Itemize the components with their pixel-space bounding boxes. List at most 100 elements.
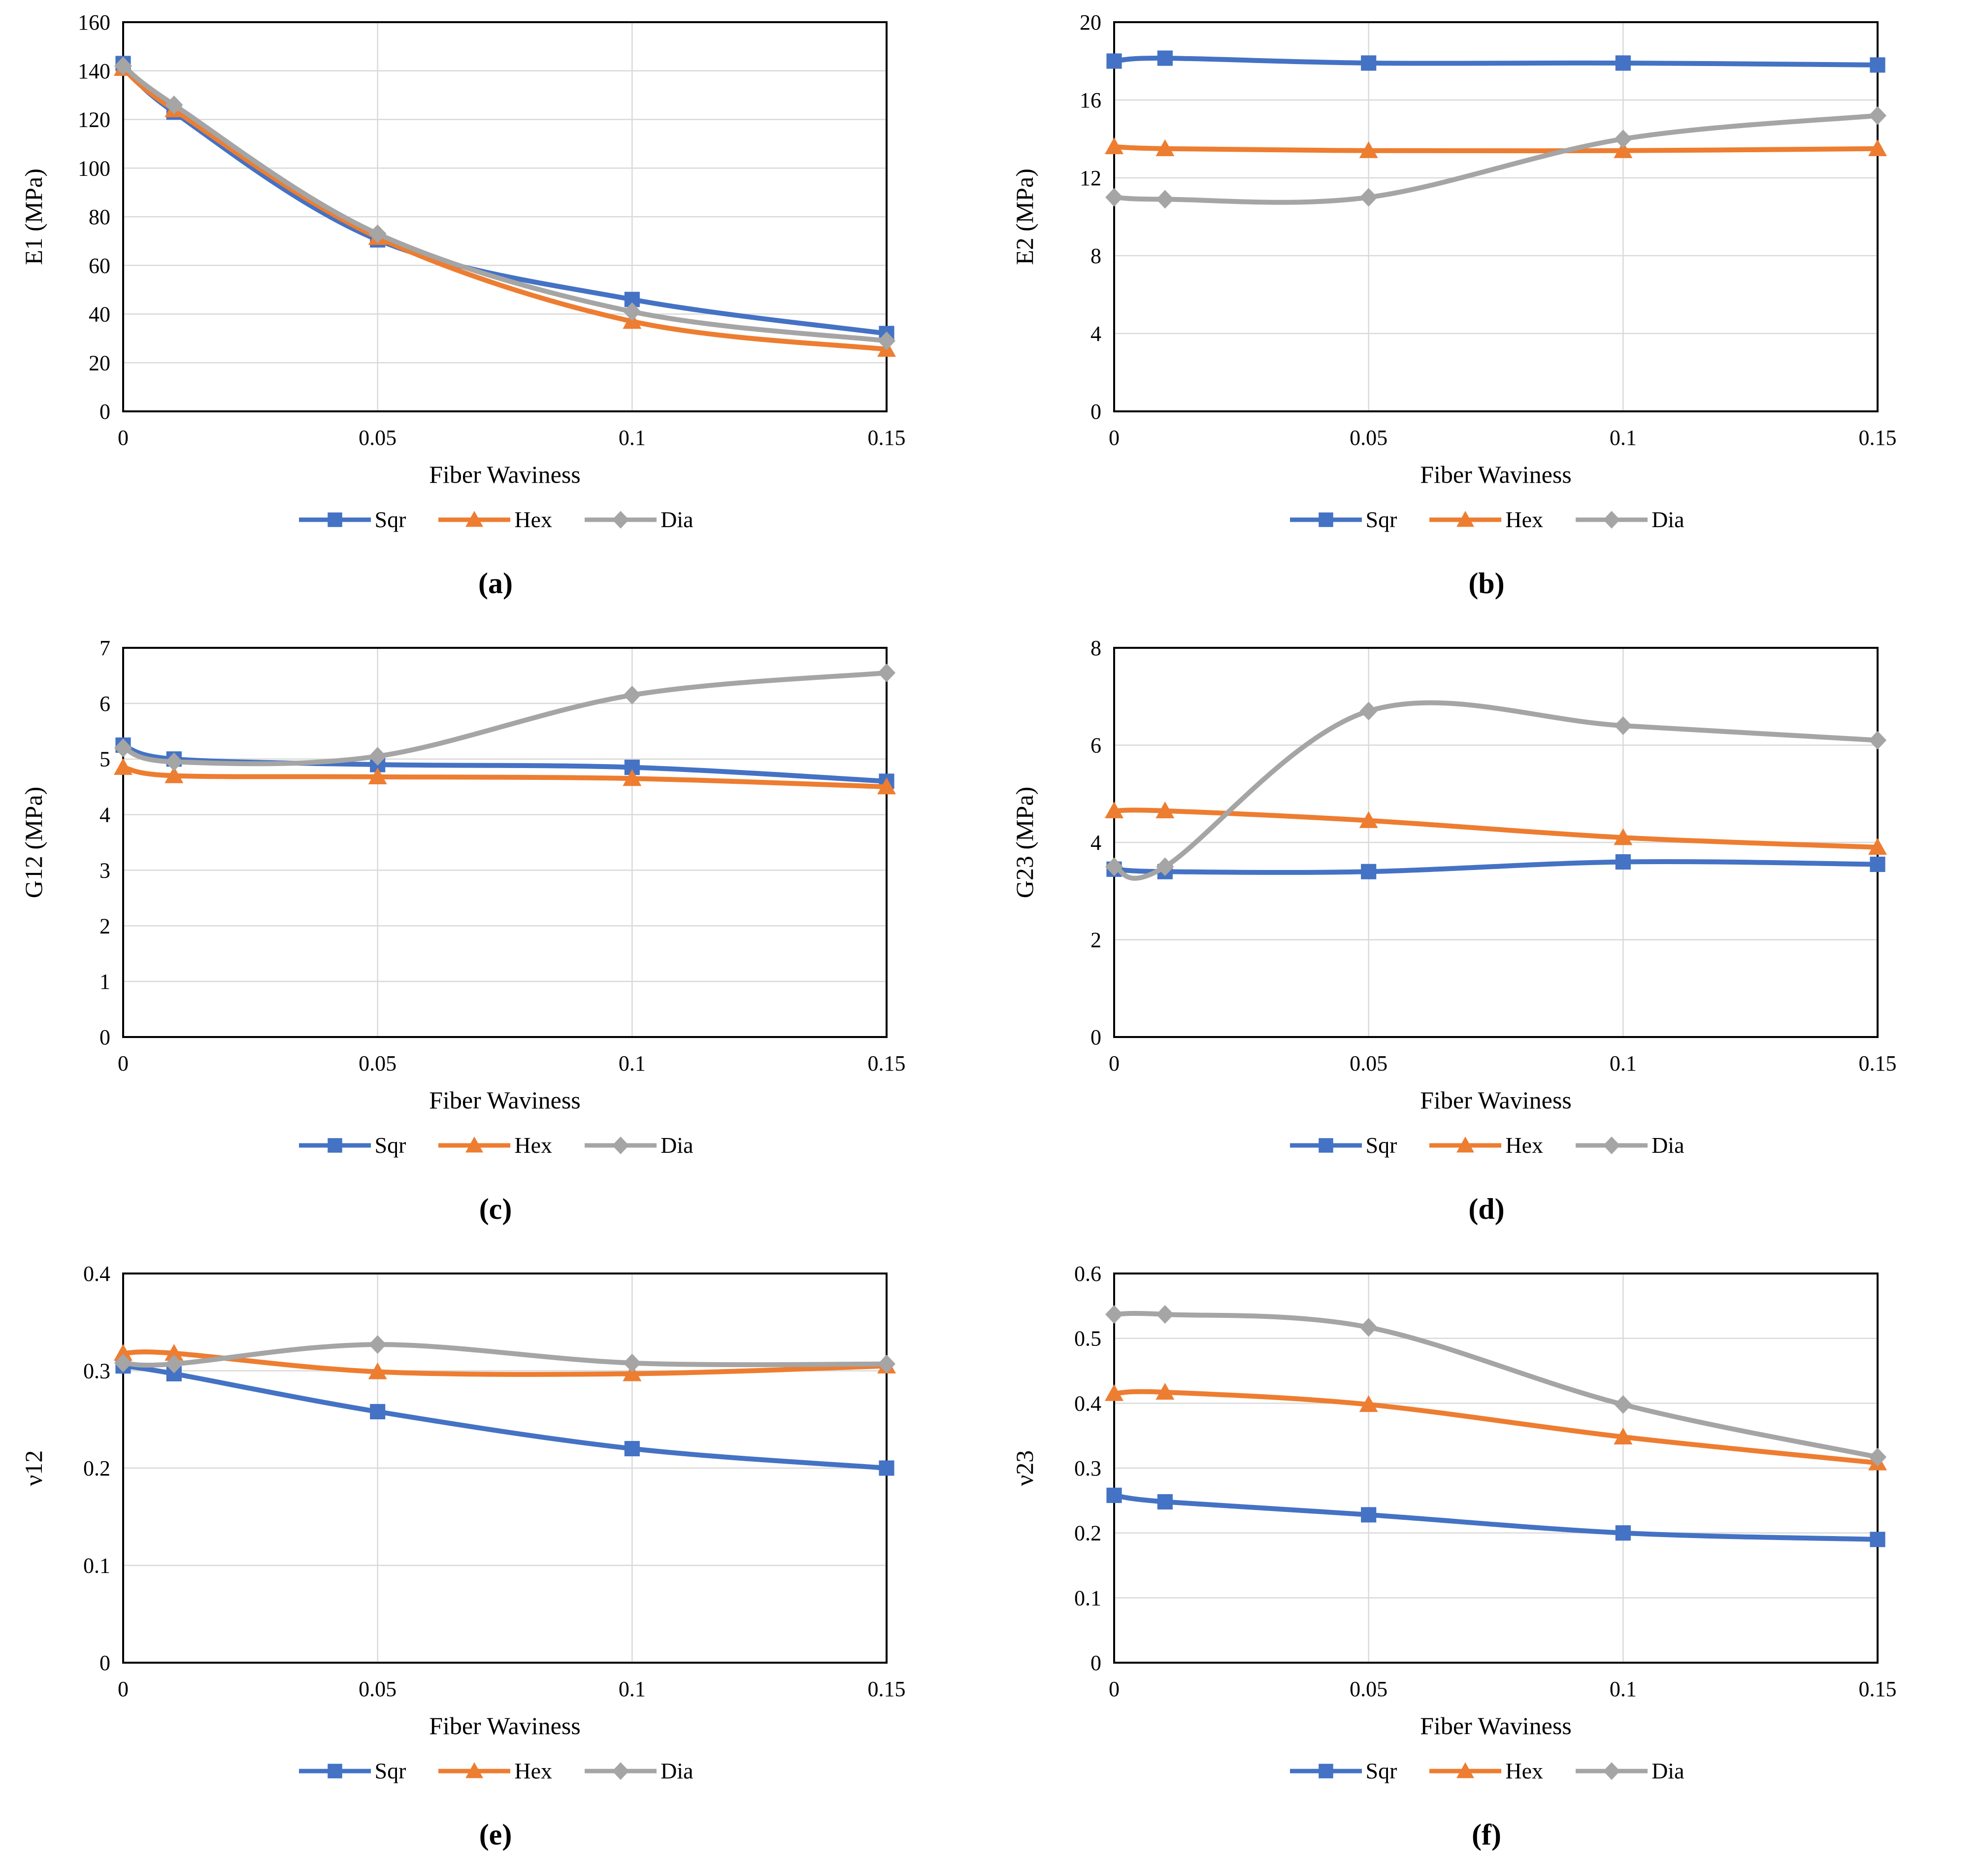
legend-label: Hex bbox=[1505, 507, 1544, 532]
legend-c: Sqr Hex Dia bbox=[0, 1132, 991, 1158]
marker-square bbox=[1361, 864, 1377, 879]
y-tick-label: 80 bbox=[89, 205, 110, 229]
y-tick-label: 0.4 bbox=[1074, 1391, 1101, 1415]
marker-square bbox=[327, 1763, 342, 1778]
y-tick-label: 20 bbox=[89, 351, 110, 375]
marker-square bbox=[1318, 1763, 1333, 1778]
marker-diamond bbox=[165, 1354, 183, 1374]
y-tick-label: 16 bbox=[1080, 88, 1101, 112]
y-tick-label: 4 bbox=[1090, 322, 1101, 346]
marker-diamond bbox=[612, 510, 629, 529]
y-tick-label: 0 bbox=[99, 1025, 110, 1049]
legend-marker-diamond-icon bbox=[585, 1762, 657, 1780]
legend-marker-diamond-icon bbox=[1576, 1136, 1648, 1154]
legend-item-sqr: Sqr bbox=[298, 1758, 406, 1784]
marker-triangle bbox=[465, 1762, 484, 1778]
legend-marker-square-icon bbox=[298, 1763, 371, 1778]
y-tick-label: 7 bbox=[99, 636, 110, 660]
chart-area-b: 0 4 8 12 16 20 0 0.05 0.1 0.15 Fiber Waviness E2 (M… bbox=[991, 0, 1982, 493]
marker-square bbox=[1318, 1138, 1333, 1153]
x-tick-label: 0 bbox=[118, 1677, 129, 1701]
legend-item-hex: Hex bbox=[1428, 1758, 1543, 1784]
series-line-sqr bbox=[121, 1363, 889, 1471]
marker-diamond bbox=[1359, 702, 1378, 721]
legend-marker-diamond-icon bbox=[585, 1136, 657, 1154]
panel-b: 0 4 8 12 16 20 0 0.05 0.1 0.15 Fiber Waviness E2 (M… bbox=[991, 0, 1982, 626]
marker-diamond bbox=[877, 331, 896, 350]
series-line-dia bbox=[1112, 700, 1880, 881]
x-tick-label: 0.15 bbox=[868, 426, 906, 450]
marker-triangle bbox=[1156, 139, 1175, 156]
y-tick-label: 6 bbox=[1090, 734, 1101, 758]
y-axis-title: ν23 bbox=[1011, 1450, 1038, 1486]
x-tick-label: 0.1 bbox=[1610, 1051, 1637, 1075]
x-tick-label: 0.05 bbox=[359, 1051, 396, 1075]
legend-label: Sqr bbox=[374, 1758, 406, 1783]
panel-a: 0 20 40 60 80 100 120 140 160 0 0.05 0.1 0.15 Fiber W… bbox=[0, 0, 991, 626]
legend-marker-diamond-icon bbox=[585, 510, 657, 529]
y-tick-label: 4 bbox=[99, 803, 110, 827]
y-tick-label: 0.2 bbox=[1074, 1521, 1101, 1545]
marker-triangle bbox=[1105, 801, 1123, 819]
marker-triangle bbox=[1359, 1395, 1378, 1412]
series-line-hex bbox=[1112, 144, 1880, 154]
series-line-dia bbox=[1112, 113, 1880, 205]
marker-diamond bbox=[623, 1353, 641, 1373]
legend-item-hex: Hex bbox=[1428, 1132, 1543, 1158]
legend-marker-triangle-icon bbox=[1429, 510, 1502, 527]
marker-square bbox=[1870, 1532, 1885, 1547]
marker-diamond bbox=[1603, 1136, 1620, 1154]
marker-square bbox=[1106, 1487, 1122, 1503]
legend-item-hex: Hex bbox=[1428, 506, 1543, 533]
marker-triangle bbox=[465, 1136, 484, 1152]
y-tick-label: 0 bbox=[99, 400, 110, 424]
chart-b: 0 4 8 12 16 20 0 0.05 0.1 0.15 Fiber Waviness E2 (M… bbox=[1011, 10, 1897, 488]
y-tick-label: 0.3 bbox=[83, 1359, 110, 1383]
marker-triangle bbox=[1456, 1136, 1475, 1152]
marker-diamond bbox=[114, 56, 132, 75]
marker-square bbox=[1106, 53, 1122, 69]
plot-border bbox=[1113, 21, 1879, 412]
y-tick-label: 6 bbox=[99, 692, 110, 716]
caption-c: (c) bbox=[479, 1193, 512, 1225]
x-tick-label: 0.15 bbox=[868, 1677, 906, 1701]
marker-diamond bbox=[1868, 731, 1887, 750]
marker-diamond bbox=[1614, 716, 1632, 735]
x-axis-title: Fiber Waviness bbox=[429, 1086, 581, 1114]
marker-triangle bbox=[1614, 828, 1633, 845]
y-tick-label: 0 bbox=[1090, 1025, 1101, 1049]
chart-area-a: 0 20 40 60 80 100 120 140 160 0 0.05 0.1 0.15 Fiber W… bbox=[0, 0, 991, 493]
marker-square bbox=[1318, 512, 1333, 527]
marker-triangle bbox=[114, 758, 132, 775]
legend-item-sqr: Sqr bbox=[1289, 1132, 1397, 1158]
legend-label: Sqr bbox=[374, 1133, 406, 1158]
legend-marker-triangle-icon bbox=[438, 1136, 511, 1152]
marker-triangle bbox=[1359, 141, 1378, 158]
marker-diamond bbox=[165, 752, 183, 771]
marker-triangle bbox=[368, 767, 387, 785]
legend-marker-diamond-icon bbox=[1576, 1762, 1648, 1780]
x-axis-title: Fiber Waviness bbox=[1420, 1086, 1572, 1114]
y-tick-label: 0 bbox=[1090, 1651, 1101, 1675]
x-tick-label: 0.05 bbox=[359, 1677, 396, 1701]
legend-label: Dia bbox=[1652, 507, 1685, 532]
legend-item-hex: Hex bbox=[437, 506, 552, 533]
x-tick-label: 0 bbox=[1109, 1677, 1120, 1701]
chart-a: 0 20 40 60 80 100 120 140 160 0 0.05 0.1 0.15 Fiber W… bbox=[20, 10, 906, 488]
y-axis-title: G12 (MPa) bbox=[20, 787, 47, 898]
plot-border bbox=[122, 647, 888, 1038]
legend-f: Sqr Hex Dia bbox=[991, 1758, 1982, 1784]
y-tick-label: 0.1 bbox=[1074, 1586, 1101, 1610]
marker-square bbox=[1361, 55, 1377, 71]
legend-item-sqr: Sqr bbox=[1289, 1758, 1397, 1784]
legend-label: Hex bbox=[1505, 1758, 1544, 1783]
legend-marker-triangle-icon bbox=[438, 1762, 511, 1778]
legend-marker-triangle-icon bbox=[1429, 1136, 1502, 1152]
marker-diamond bbox=[1614, 1395, 1632, 1414]
legend-label: Dia bbox=[661, 1133, 694, 1158]
series-line-hex bbox=[121, 66, 889, 352]
y-tick-label: 0 bbox=[1090, 400, 1101, 424]
marker-diamond bbox=[114, 1353, 132, 1373]
legend-marker-square-icon bbox=[1289, 1763, 1362, 1778]
